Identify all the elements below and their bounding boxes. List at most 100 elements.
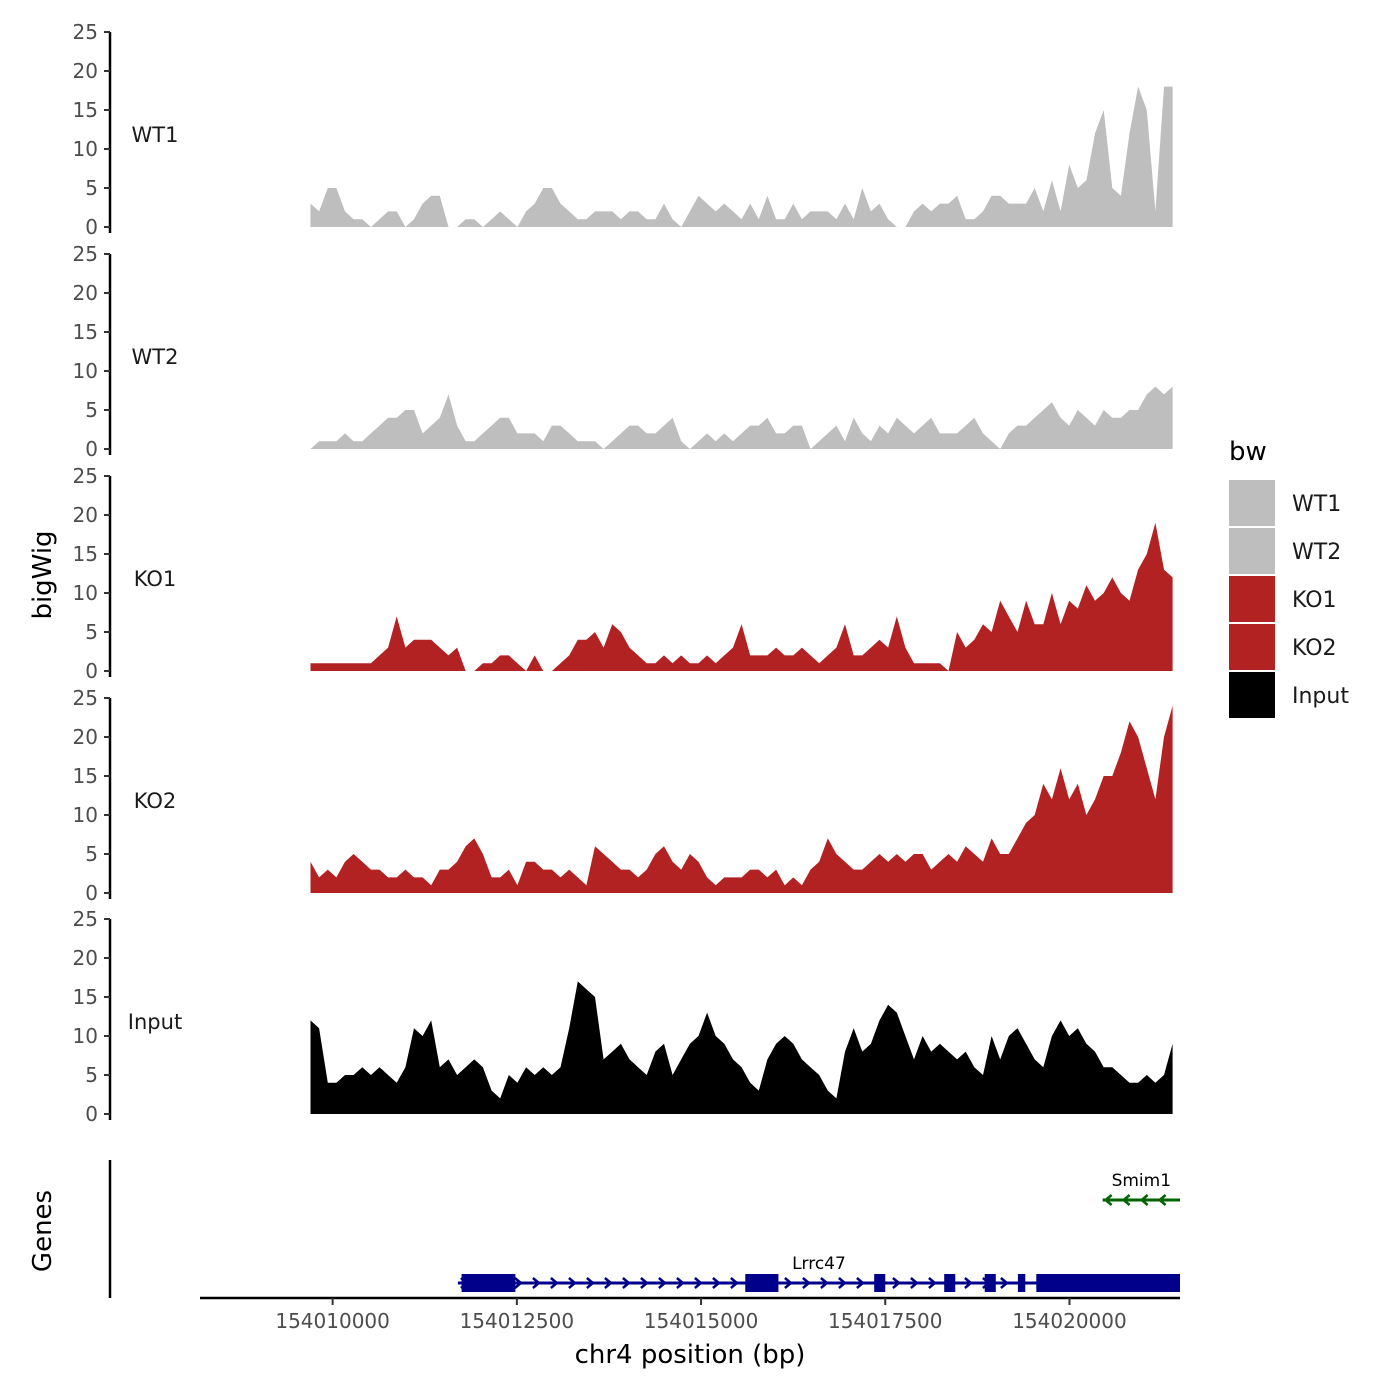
legend-title: bw xyxy=(1229,437,1267,467)
legend-swatch xyxy=(1229,576,1275,622)
y-tick-label: 5 xyxy=(85,1063,98,1087)
legend-swatch xyxy=(1229,624,1275,670)
strand-chevron xyxy=(838,1277,847,1289)
strand-chevron xyxy=(1000,1277,1009,1289)
track-label: KO1 xyxy=(134,567,177,591)
x-tick-label: 154017500 xyxy=(828,1309,943,1333)
x-tick-label: 154012500 xyxy=(460,1309,575,1333)
y-tick-label: 5 xyxy=(85,620,98,644)
strand-chevron xyxy=(550,1277,559,1289)
legend-swatch xyxy=(1229,480,1275,526)
y-tick-label: 5 xyxy=(85,398,98,422)
strand-chevron xyxy=(910,1277,919,1289)
legend-item-wt2: WT2 xyxy=(1229,528,1341,574)
y-tick-label: 10 xyxy=(73,803,98,827)
legend-label: WT1 xyxy=(1292,492,1341,517)
legend-item-wt1: WT1 xyxy=(1229,480,1341,526)
y-tick-label: 0 xyxy=(85,881,98,905)
strand-chevron xyxy=(658,1277,667,1289)
y-tick-label: 25 xyxy=(73,686,98,710)
x-tick-label: 154010000 xyxy=(275,1309,390,1333)
track-wt1: 0 5 10 15 20 25 WT1 xyxy=(73,20,1173,239)
strand-chevron xyxy=(802,1277,811,1289)
y-tick-label: 15 xyxy=(73,542,98,566)
strand-chevron xyxy=(586,1277,595,1289)
exon xyxy=(984,1274,996,1292)
legend-label: KO2 xyxy=(1292,636,1337,661)
y-tick-label: 15 xyxy=(73,764,98,788)
strand-chevron xyxy=(964,1277,973,1289)
gene-lrrc47: Lrrc47 xyxy=(457,1254,1180,1292)
x-axis: 154010000 154012500 154015000 154017500 1540… xyxy=(200,1296,1180,1333)
legend: bw WT1 WT2 KO1 KO2 Input xyxy=(1229,437,1349,718)
exon xyxy=(461,1274,516,1292)
legend-label: KO1 xyxy=(1292,588,1337,613)
y-tick-label: 0 xyxy=(85,215,98,239)
genes-axis-title: Genes xyxy=(28,1190,58,1272)
track-input: 0 5 10 15 20 25 Input xyxy=(73,907,1173,1126)
exon xyxy=(1017,1274,1026,1292)
legend-label: WT2 xyxy=(1292,540,1341,565)
y-tick-label: 25 xyxy=(73,242,98,266)
y-axis-title: bigWig xyxy=(28,530,58,619)
strand-chevron xyxy=(532,1277,541,1289)
strand-chevron xyxy=(1157,1194,1167,1206)
y-tick-label: 15 xyxy=(73,320,98,344)
gene-name: Lrrc47 xyxy=(792,1254,846,1274)
strand-chevron xyxy=(928,1277,937,1289)
exon xyxy=(944,1274,956,1292)
strand-chevron xyxy=(604,1277,613,1289)
track-label: WT2 xyxy=(132,345,179,369)
track-ko2: 0 5 10 15 20 25 KO2 xyxy=(73,686,1173,905)
y-tick-label: 20 xyxy=(73,281,98,305)
genes-panel: Lrrc47 Smim1 xyxy=(108,1160,1180,1298)
legend-item-ko2: KO2 xyxy=(1229,624,1337,670)
legend-item-ko1: KO1 xyxy=(1229,576,1337,622)
y-tick-label: 20 xyxy=(73,59,98,83)
strand-chevron xyxy=(676,1277,685,1289)
strand-chevron xyxy=(892,1277,901,1289)
track-wt2: 0 5 10 15 20 25 WT2 xyxy=(73,242,1173,461)
strand-chevron xyxy=(1103,1194,1113,1206)
y-tick-label: 25 xyxy=(73,20,98,44)
y-tick-label: 0 xyxy=(85,1102,98,1126)
strand-chevron xyxy=(784,1277,793,1289)
y-tick-label: 15 xyxy=(73,98,98,122)
strand-chevron xyxy=(730,1277,739,1289)
strand-chevron xyxy=(514,1277,523,1289)
legend-item-input: Input xyxy=(1229,672,1349,718)
track-label: KO2 xyxy=(134,789,177,813)
exon xyxy=(1036,1274,1180,1292)
y-tick-label: 0 xyxy=(85,659,98,683)
track-label: WT1 xyxy=(132,123,179,147)
track-label: Input xyxy=(128,1010,182,1034)
area-ko1 xyxy=(310,522,1173,671)
signal-tracks: 0 5 10 15 20 25 WT1 0 5 10 15 20 25 WT2 0 5 10 15 20 25 KO1 0… xyxy=(73,20,1173,1126)
x-tick-label: 154020000 xyxy=(1012,1309,1127,1333)
strand-chevron xyxy=(1121,1194,1131,1206)
strand-chevron xyxy=(622,1277,631,1289)
y-tick-label: 5 xyxy=(85,176,98,200)
y-tick-label: 5 xyxy=(85,842,98,866)
y-tick-label: 10 xyxy=(73,359,98,383)
gene-smim1: Smim1 xyxy=(1102,1171,1180,1206)
track-ko1: 0 5 10 15 20 25 KO1 xyxy=(73,464,1173,683)
exon xyxy=(874,1274,886,1292)
legend-label: Input xyxy=(1292,684,1349,709)
area-input xyxy=(310,981,1173,1114)
y-tick-label: 10 xyxy=(73,137,98,161)
y-tick-label: 15 xyxy=(73,985,98,1009)
strand-chevron xyxy=(712,1277,721,1289)
y-tick-label: 20 xyxy=(73,946,98,970)
y-tick-label: 0 xyxy=(85,437,98,461)
area-wt1 xyxy=(310,86,1173,227)
gene-name: Smim1 xyxy=(1112,1171,1171,1191)
y-tick-label: 20 xyxy=(73,503,98,527)
y-tick-label: 10 xyxy=(73,581,98,605)
area-ko2 xyxy=(310,705,1173,893)
x-axis-title: chr4 position (bp) xyxy=(575,1340,806,1370)
legend-swatch xyxy=(1229,672,1275,718)
exon xyxy=(745,1274,779,1292)
legend-swatch xyxy=(1229,528,1275,574)
